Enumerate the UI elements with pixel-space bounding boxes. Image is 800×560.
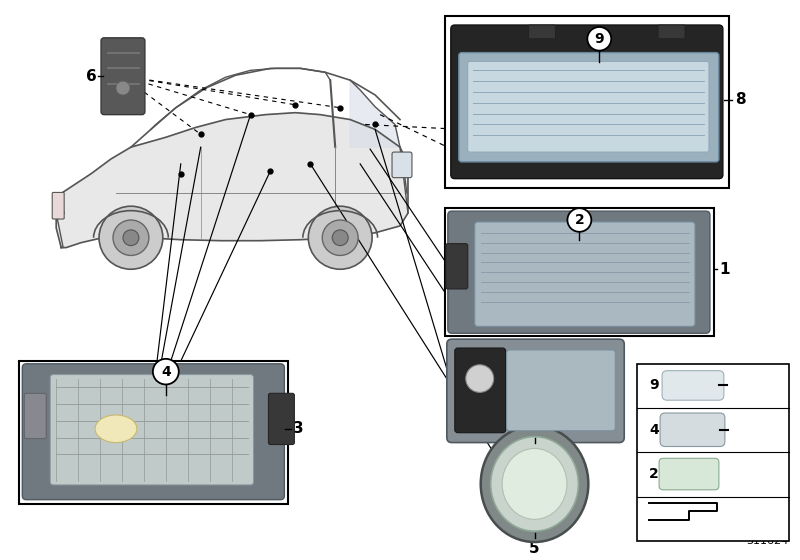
Ellipse shape — [502, 449, 567, 519]
FancyBboxPatch shape — [448, 211, 710, 333]
Text: 2: 2 — [649, 467, 659, 481]
Polygon shape — [56, 113, 408, 248]
FancyBboxPatch shape — [506, 350, 615, 431]
Ellipse shape — [490, 437, 578, 531]
Text: 9: 9 — [649, 379, 658, 393]
Text: 311624: 311624 — [746, 536, 789, 546]
Circle shape — [466, 365, 494, 393]
FancyBboxPatch shape — [451, 25, 723, 179]
FancyBboxPatch shape — [446, 244, 468, 289]
FancyBboxPatch shape — [269, 393, 294, 445]
Circle shape — [153, 359, 178, 385]
Circle shape — [567, 208, 591, 232]
FancyBboxPatch shape — [455, 348, 506, 433]
Bar — [637, 364, 789, 541]
Bar — [445, 208, 714, 336]
FancyBboxPatch shape — [24, 393, 46, 438]
Text: 4: 4 — [649, 423, 659, 437]
Bar — [445, 16, 729, 189]
Circle shape — [587, 27, 611, 50]
FancyBboxPatch shape — [474, 222, 695, 326]
Circle shape — [123, 230, 139, 246]
Text: 7: 7 — [530, 446, 540, 461]
Text: 1: 1 — [719, 262, 730, 277]
FancyBboxPatch shape — [529, 25, 555, 39]
FancyBboxPatch shape — [101, 38, 145, 115]
FancyBboxPatch shape — [662, 371, 724, 400]
Bar — [19, 361, 288, 503]
FancyBboxPatch shape — [658, 25, 685, 39]
Text: 3: 3 — [294, 421, 304, 436]
FancyBboxPatch shape — [660, 413, 725, 446]
Ellipse shape — [95, 415, 137, 442]
FancyBboxPatch shape — [50, 375, 254, 485]
Circle shape — [116, 81, 130, 95]
FancyBboxPatch shape — [22, 364, 285, 500]
Ellipse shape — [481, 426, 588, 542]
FancyBboxPatch shape — [659, 458, 719, 490]
Text: 4: 4 — [161, 365, 170, 379]
Circle shape — [322, 220, 358, 255]
Circle shape — [332, 230, 348, 246]
FancyBboxPatch shape — [468, 62, 709, 152]
Text: 8: 8 — [735, 92, 746, 108]
Text: 6: 6 — [86, 69, 97, 84]
Circle shape — [113, 220, 149, 255]
FancyBboxPatch shape — [52, 193, 64, 219]
Circle shape — [99, 206, 163, 269]
Text: 2: 2 — [574, 213, 584, 227]
Text: 5: 5 — [530, 541, 540, 556]
FancyBboxPatch shape — [392, 152, 412, 178]
Circle shape — [308, 206, 372, 269]
Text: 9: 9 — [594, 32, 604, 46]
FancyBboxPatch shape — [458, 53, 719, 162]
FancyBboxPatch shape — [447, 339, 624, 442]
Polygon shape — [350, 80, 400, 147]
